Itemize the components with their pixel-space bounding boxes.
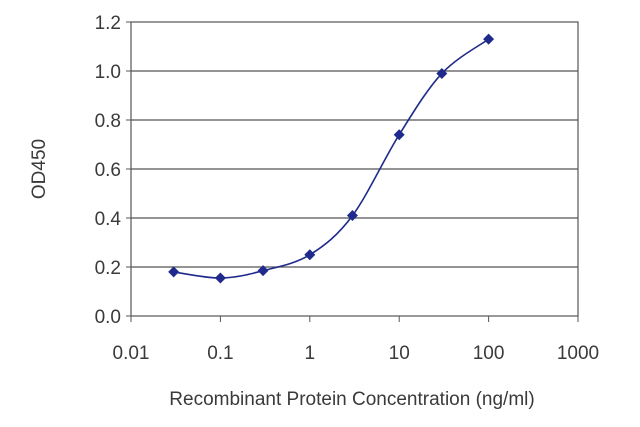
x-tick-label: 0.1	[207, 343, 233, 364]
y-axis-label: OD450	[29, 139, 50, 199]
y-tick-label: 1.2	[95, 13, 121, 34]
series-line	[173, 38, 490, 279]
data-points	[168, 33, 495, 284]
y-tick-label: 1.0	[95, 62, 121, 83]
y-axis: 0.0 0.2 0.4 0.6 0.8 1.0 1.2	[95, 13, 131, 328]
x-tick-label: 10	[389, 343, 410, 364]
y-tick-label: 0.2	[95, 258, 121, 279]
data-point-marker	[393, 129, 405, 141]
x-tick-label: 0.01	[113, 343, 150, 364]
data-point-marker	[436, 67, 448, 79]
x-tick-label: 1000	[557, 343, 599, 364]
data-point-marker	[257, 265, 269, 277]
data-point-marker	[483, 33, 495, 45]
x-tick-label: 1	[305, 343, 316, 364]
data-point-marker	[214, 272, 226, 284]
data-point-marker	[304, 249, 316, 261]
x-tick-label: 100	[473, 343, 505, 364]
data-point-marker	[168, 266, 180, 278]
x-axis: 0.01 0.1 1 10 100 1000	[113, 316, 599, 364]
data-point-marker	[346, 210, 358, 222]
y-tick-label: 0.8	[95, 111, 121, 132]
y-tick-label: 0.0	[95, 307, 121, 328]
y-tick-label: 0.6	[95, 160, 121, 181]
y-tick-label: 0.4	[95, 209, 122, 230]
x-axis-label: Recombinant Protein Concentration (ng/ml…	[169, 389, 534, 410]
